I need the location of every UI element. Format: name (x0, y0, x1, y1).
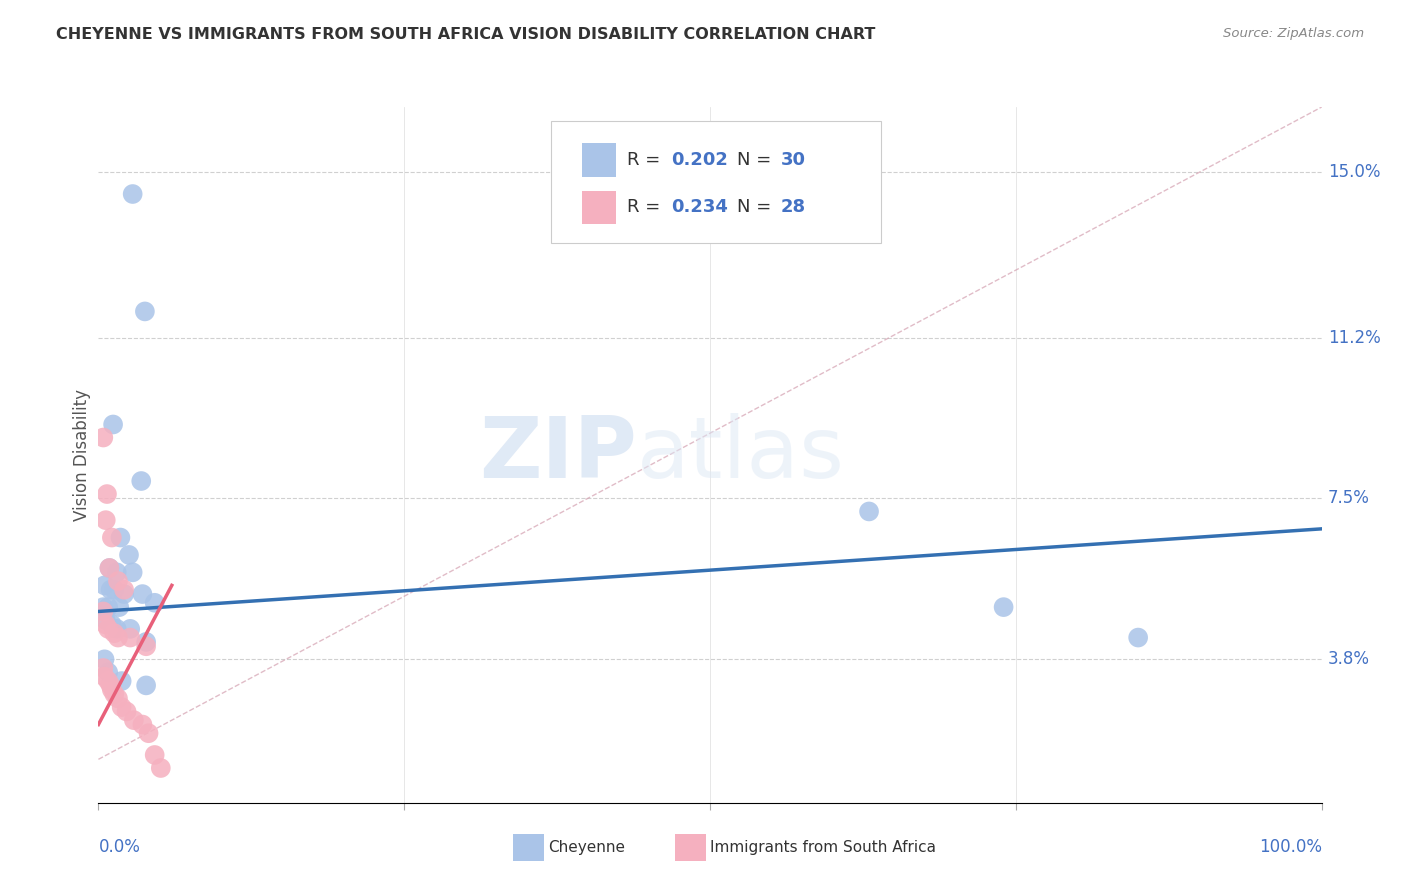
Point (858, 504, 880, 518)
Point (98, 561, 121, 575)
Point (105, 622, 128, 636)
Point (94, 617, 117, 632)
Point (101, 682, 124, 697)
Point (135, 635, 157, 649)
Point (94, 613, 117, 627)
Point (111, 674, 134, 689)
Point (97, 600, 120, 615)
Point (98, 561, 121, 575)
Point (134, 304, 156, 318)
Text: atlas: atlas (637, 413, 845, 497)
Point (97, 622, 120, 636)
Text: R =: R = (627, 151, 666, 169)
Y-axis label: Vision Disability: Vision Disability (73, 389, 91, 521)
Point (101, 531, 124, 545)
Text: 0.0%: 0.0% (98, 838, 141, 855)
Text: 11.2%: 11.2% (1327, 328, 1381, 346)
Point (100, 678, 122, 692)
Point (107, 631, 129, 645)
Point (131, 587, 153, 601)
Point (120, 631, 142, 645)
Point (122, 713, 145, 727)
Point (105, 566, 128, 580)
Point (93, 578, 115, 592)
Text: CHEYENNE VS IMMIGRANTS FROM SOUTH AFRICA VISION DISABILITY CORRELATION CHART: CHEYENNE VS IMMIGRANTS FROM SOUTH AFRICA… (56, 27, 876, 42)
Point (94, 513, 117, 527)
Point (111, 700, 134, 714)
Point (100, 582, 122, 597)
Text: 7.5%: 7.5% (1327, 490, 1369, 508)
Point (91, 600, 114, 615)
Point (118, 548, 141, 562)
Point (135, 678, 157, 692)
Point (97, 665, 120, 680)
Text: ZIP: ZIP (479, 413, 637, 497)
Point (129, 474, 152, 488)
Point (91, 661, 114, 675)
Point (143, 747, 166, 762)
Point (121, 566, 143, 580)
Text: N =: N = (737, 151, 778, 169)
Point (131, 717, 153, 731)
Point (103, 626, 125, 640)
Text: 30: 30 (780, 151, 806, 169)
Point (135, 639, 157, 653)
Text: 28: 28 (780, 198, 806, 216)
Text: Immigrants from South Africa: Immigrants from South Africa (710, 840, 936, 855)
Point (138, 726, 160, 740)
Point (108, 600, 131, 615)
Point (96, 487, 118, 501)
Point (91, 605, 114, 619)
Text: Cheyenne: Cheyenne (548, 840, 626, 855)
Point (120, 622, 142, 636)
Point (1128, 631, 1150, 645)
Text: 3.8%: 3.8% (1327, 650, 1369, 668)
Point (97, 674, 120, 689)
Point (149, 761, 172, 775)
Point (91, 430, 114, 444)
Point (110, 531, 132, 545)
Point (101, 617, 124, 632)
Point (143, 596, 166, 610)
Text: 0.234: 0.234 (671, 198, 728, 216)
Point (93, 652, 115, 666)
Point (103, 687, 125, 701)
FancyBboxPatch shape (582, 144, 616, 177)
Text: 100.0%: 100.0% (1258, 838, 1322, 855)
Point (103, 582, 125, 597)
Point (112, 587, 135, 601)
Point (93, 670, 115, 684)
Point (107, 691, 129, 706)
FancyBboxPatch shape (551, 121, 882, 243)
FancyBboxPatch shape (582, 191, 616, 224)
Point (112, 582, 135, 597)
Text: 0.202: 0.202 (671, 151, 728, 169)
Point (115, 705, 138, 719)
Text: 15.0%: 15.0% (1327, 163, 1381, 181)
Text: R =: R = (627, 198, 666, 216)
Point (101, 417, 124, 432)
Point (121, 187, 143, 202)
Point (107, 574, 129, 588)
Text: N =: N = (737, 198, 778, 216)
Point (993, 600, 1015, 615)
Text: Source: ZipAtlas.com: Source: ZipAtlas.com (1223, 27, 1364, 40)
